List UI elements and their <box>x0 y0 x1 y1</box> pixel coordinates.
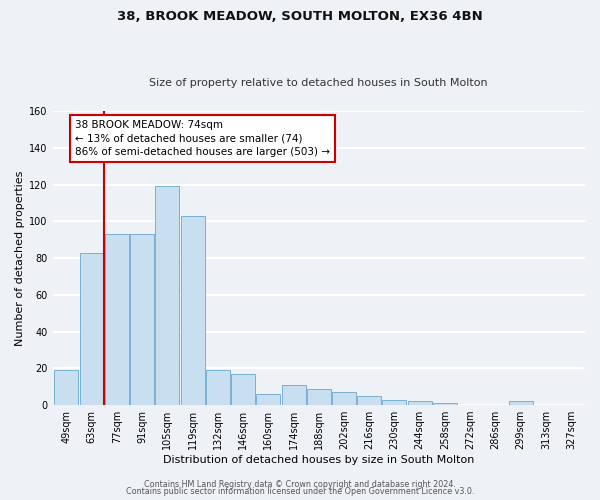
Text: Contains public sector information licensed under the Open Government Licence v3: Contains public sector information licen… <box>126 487 474 496</box>
Text: Contains HM Land Registry data © Crown copyright and database right 2024.: Contains HM Land Registry data © Crown c… <box>144 480 456 489</box>
Bar <box>433 403 457 405</box>
Bar <box>307 388 331 405</box>
Text: 38, BROOK MEADOW, SOUTH MOLTON, EX36 4BN: 38, BROOK MEADOW, SOUTH MOLTON, EX36 4BN <box>117 10 483 23</box>
Bar <box>357 396 381 405</box>
Bar <box>382 400 406 405</box>
Bar <box>408 402 431 405</box>
Bar <box>231 374 255 405</box>
X-axis label: Distribution of detached houses by size in South Molton: Distribution of detached houses by size … <box>163 455 475 465</box>
Y-axis label: Number of detached properties: Number of detached properties <box>15 170 25 346</box>
Bar <box>332 392 356 405</box>
Bar <box>281 385 305 405</box>
Bar <box>105 234 129 405</box>
Bar <box>130 234 154 405</box>
Bar <box>509 402 533 405</box>
Bar <box>80 252 104 405</box>
Bar <box>206 370 230 405</box>
Bar <box>55 370 79 405</box>
Title: Size of property relative to detached houses in South Molton: Size of property relative to detached ho… <box>149 78 488 88</box>
Bar <box>181 216 205 405</box>
Bar <box>256 394 280 405</box>
Text: 38 BROOK MEADOW: 74sqm
← 13% of detached houses are smaller (74)
86% of semi-det: 38 BROOK MEADOW: 74sqm ← 13% of detached… <box>75 120 330 156</box>
Bar <box>155 186 179 405</box>
